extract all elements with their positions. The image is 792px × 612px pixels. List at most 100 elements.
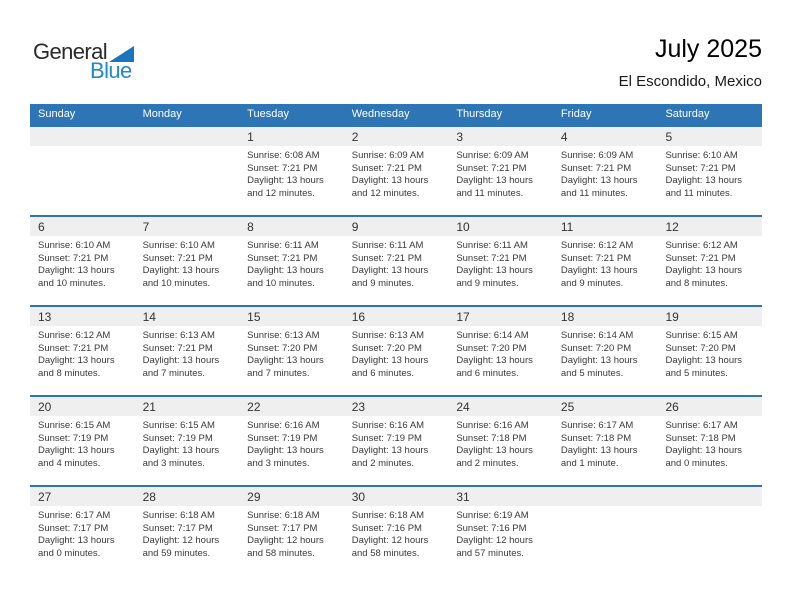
sunset-text: Sunset: 7:20 PM — [351, 342, 422, 354]
day-cell-18: 18 Sunrise: 6:14 AM Sunset: 7:20 PM Dayligh… — [553, 307, 658, 395]
day-number: 28 — [142, 490, 156, 504]
sunset-text: Sunset: 7:21 PM — [665, 252, 736, 264]
sunrise-text: Sunrise: 6:17 AM — [665, 420, 738, 431]
day-cell-1: 1 Sunrise: 6:08 AM Sunset: 7:21 PM Daylight… — [239, 127, 344, 215]
brand-logo: General Blue — [33, 39, 135, 84]
weekday-monday: Monday — [142, 108, 182, 120]
day-info: Sunrise: 6:15 AM Sunset: 7:20 PM Daylight:… — [665, 330, 756, 380]
day-cell-20: 20 Sunrise: 6:15 AM Sunset: 7:19 PM Dayligh… — [30, 397, 135, 485]
daylight-text: Daylight: 13 hours and 12 minutes. — [247, 175, 324, 199]
sunrise-text: Sunrise: 6:13 AM — [247, 330, 320, 341]
weekday-wednesday: Wednesday — [351, 108, 410, 120]
day-info: Sunrise: 6:18 AM Sunset: 7:16 PM Daylight:… — [352, 510, 443, 560]
day-info: Sunrise: 6:12 AM Sunset: 7:21 PM Daylight:… — [561, 240, 652, 290]
day-info: Sunrise: 6:14 AM Sunset: 7:20 PM Daylight:… — [456, 330, 547, 380]
day-info: Sunrise: 6:12 AM Sunset: 7:21 PM Daylight:… — [38, 330, 129, 380]
daylight-text: Daylight: 13 hours and 10 minutes. — [247, 265, 324, 289]
brand-triangle-icon — [109, 46, 135, 62]
day-cell-26: 26 Sunrise: 6:17 AM Sunset: 7:18 PM Dayligh… — [657, 397, 762, 485]
sunset-text: Sunset: 7:21 PM — [38, 252, 109, 264]
sunset-text: Sunset: 7:21 PM — [456, 252, 527, 264]
sunset-text: Sunset: 7:17 PM — [142, 522, 213, 534]
day-cell-6: 6 Sunrise: 6:10 AM Sunset: 7:21 PM Daylight… — [30, 217, 135, 305]
sunrise-text: Sunrise: 6:10 AM — [142, 240, 215, 251]
sunset-text: Sunset: 7:21 PM — [456, 162, 527, 174]
day-info: Sunrise: 6:13 AM Sunset: 7:20 PM Daylight:… — [247, 330, 338, 380]
sunset-text: Sunset: 7:18 PM — [456, 432, 527, 444]
sunrise-text: Sunrise: 6:17 AM — [560, 420, 634, 431]
day-cell-2: 2 Sunrise: 6:09 AM Sunset: 7:21 PM Daylight… — [344, 127, 449, 215]
day-cell-25: 25 Sunrise: 6:17 AM Sunset: 7:18 PM Dayligh… — [553, 397, 658, 485]
sunrise-text: Sunrise: 6:09 AM — [351, 150, 425, 161]
daylight-text: Daylight: 12 hours and 59 minutes. — [142, 535, 220, 559]
sunrise-text: Sunrise: 6:17 AM — [38, 510, 111, 521]
daylight-text: Daylight: 13 hours and 8 minutes. — [38, 355, 115, 379]
sunset-text: Sunset: 7:18 PM — [665, 432, 736, 444]
sunset-text: Sunset: 7:21 PM — [142, 252, 213, 264]
empty-day-cell — [657, 487, 762, 575]
sunrise-text: Sunrise: 6:14 AM — [560, 330, 634, 341]
day-number-band — [30, 307, 762, 326]
day-cell-21: 21 Sunrise: 6:15 AM Sunset: 7:19 PM Dayligh… — [135, 397, 240, 485]
day-cell-4: 4 Sunrise: 6:09 AM Sunset: 7:21 PM Daylight… — [553, 127, 658, 215]
day-cell-5: 5 Sunrise: 6:10 AM Sunset: 7:21 PM Daylight… — [657, 127, 762, 215]
day-info: Sunrise: 6:15 AM Sunset: 7:19 PM Daylight:… — [38, 420, 129, 470]
day-info: Sunrise: 6:09 AM Sunset: 7:21 PM Daylight:… — [561, 150, 652, 200]
day-cell-15: 15 Sunrise: 6:13 AM Sunset: 7:20 PM Dayligh… — [239, 307, 344, 395]
day-info: Sunrise: 6:18 AM Sunset: 7:17 PM Daylight:… — [247, 510, 338, 560]
day-cell-8: 8 Sunrise: 6:11 AM Sunset: 7:21 PM Daylight… — [239, 217, 344, 305]
daylight-text: Daylight: 13 hours and 5 minutes. — [560, 355, 638, 379]
day-info: Sunrise: 6:10 AM Sunset: 7:21 PM Daylight:… — [143, 240, 234, 290]
day-number: 19 — [665, 310, 679, 324]
day-cell-14: 14 Sunrise: 6:13 AM Sunset: 7:21 PM Dayligh… — [135, 307, 240, 395]
weekday-thursday: Thursday — [456, 108, 503, 120]
empty-day-cell — [553, 487, 658, 575]
week-cells: 20 Sunrise: 6:15 AM Sunset: 7:19 PM Dayligh… — [30, 397, 762, 485]
sunset-text: Sunset: 7:18 PM — [560, 432, 632, 444]
day-cell-13: 13 Sunrise: 6:12 AM Sunset: 7:21 PM Dayligh… — [30, 307, 135, 395]
sunset-text: Sunset: 7:20 PM — [247, 342, 318, 354]
sunrise-text: Sunrise: 6:15 AM — [142, 420, 215, 431]
sunset-text: Sunset: 7:21 PM — [560, 162, 632, 174]
day-cell-7: 7 Sunrise: 6:10 AM Sunset: 7:21 PM Daylight… — [135, 217, 240, 305]
week-cells: 6 Sunrise: 6:10 AM Sunset: 7:21 PM Daylight… — [30, 217, 762, 305]
sunrise-text: Sunrise: 6:16 AM — [351, 420, 425, 431]
daylight-text: Daylight: 13 hours and 2 minutes. — [351, 445, 429, 469]
daylight-text: Daylight: 13 hours and 9 minutes. — [351, 265, 429, 289]
day-number: 11 — [560, 220, 574, 234]
brand-name-blue: Blue — [90, 58, 132, 83]
daylight-text: Daylight: 12 hours and 57 minutes. — [456, 535, 533, 559]
daylight-text: Daylight: 13 hours and 0 minutes. — [665, 445, 743, 469]
day-cell-17: 17 Sunrise: 6:14 AM Sunset: 7:20 PM Dayligh… — [448, 307, 553, 395]
daylight-text: Daylight: 13 hours and 6 minutes. — [351, 355, 429, 379]
day-number-band — [30, 217, 762, 236]
weekday-tuesday: Tuesday — [247, 108, 289, 120]
day-cell-30: 30 Sunrise: 6:18 AM Sunset: 7:16 PM Dayligh… — [344, 487, 449, 575]
day-info: Sunrise: 6:13 AM Sunset: 7:21 PM Daylight:… — [143, 330, 234, 380]
page-title: July 2025 — [654, 35, 762, 63]
day-info: Sunrise: 6:12 AM Sunset: 7:21 PM Daylight:… — [665, 240, 756, 290]
daylight-text: Daylight: 13 hours and 2 minutes. — [456, 445, 533, 469]
sunrise-text: Sunrise: 6:18 AM — [247, 510, 320, 521]
sunset-text: Sunset: 7:19 PM — [142, 432, 213, 444]
week-row: 6 Sunrise: 6:10 AM Sunset: 7:21 PM Daylight… — [30, 215, 762, 305]
day-cell-29: 29 Sunrise: 6:18 AM Sunset: 7:17 PM Dayligh… — [239, 487, 344, 575]
day-info: Sunrise: 6:16 AM Sunset: 7:19 PM Daylight:… — [247, 420, 338, 470]
sunset-text: Sunset: 7:20 PM — [560, 342, 632, 354]
day-number: 5 — [665, 130, 673, 144]
day-number-band — [30, 487, 762, 506]
sunrise-text: Sunrise: 6:11 AM — [456, 240, 528, 251]
sunset-text: Sunset: 7:16 PM — [456, 522, 527, 534]
sunrise-text: Sunrise: 6:16 AM — [456, 420, 529, 431]
day-info: Sunrise: 6:16 AM Sunset: 7:19 PM Daylight:… — [352, 420, 443, 470]
weekday-friday: Friday — [560, 108, 592, 120]
day-cell-12: 12 Sunrise: 6:12 AM Sunset: 7:21 PM Dayligh… — [657, 217, 762, 305]
day-number: 2 — [351, 130, 359, 144]
sunset-text: Sunset: 7:17 PM — [38, 522, 109, 534]
daylight-text: Daylight: 13 hours and 11 minutes. — [456, 175, 533, 199]
sunset-text: Sunset: 7:21 PM — [351, 162, 422, 174]
day-number: 16 — [351, 310, 366, 324]
week-cells: 27 Sunrise: 6:17 AM Sunset: 7:17 PM Dayligh… — [30, 487, 762, 575]
sunset-text: Sunset: 7:19 PM — [351, 432, 422, 444]
weekday-sunday: Sunday — [38, 108, 76, 120]
